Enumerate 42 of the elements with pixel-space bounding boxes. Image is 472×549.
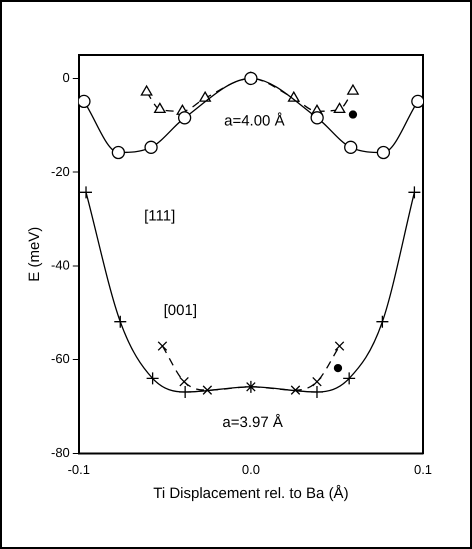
point [178, 111, 192, 124]
point [178, 385, 192, 399]
point [344, 140, 358, 154]
point [114, 315, 127, 328]
point [154, 102, 166, 114]
point [179, 376, 190, 387]
point [408, 186, 422, 199]
x-tick-label: 0.1 [414, 462, 432, 477]
point [158, 341, 168, 351]
y-tick-label: -20 [50, 164, 70, 179]
point [79, 186, 93, 199]
point [112, 146, 126, 160]
y-tick-label: -60 [50, 351, 70, 366]
x-axis-title: Ti Displacement rel. to Ba (Å) [153, 484, 349, 502]
annotation: a=4.00 Å [224, 112, 285, 130]
point [347, 84, 359, 95]
point [290, 385, 300, 396]
point [334, 341, 344, 351]
y-tick-label: -40 [50, 257, 70, 272]
annotation: [111] [144, 207, 176, 224]
y-axis-title: E (meV) [26, 226, 44, 282]
x-tick-label: -0.1 [68, 462, 90, 477]
point [144, 140, 158, 154]
point [78, 94, 91, 108]
point [146, 372, 160, 386]
point [376, 146, 390, 160]
y-tick-label: -80 [50, 444, 70, 460]
point [310, 385, 324, 399]
point [244, 72, 258, 86]
point [334, 364, 342, 372]
point [342, 372, 356, 386]
point [202, 385, 212, 396]
annotation: [001] [164, 302, 198, 319]
point [348, 110, 358, 119]
annotation: a=3.97 Å [222, 412, 283, 431]
point [312, 376, 322, 387]
point [334, 102, 346, 114]
x-tick-label: 0.0 [242, 462, 260, 477]
point [140, 85, 152, 96]
point [376, 315, 390, 328]
point [310, 111, 324, 124]
y-tick-label: 0 [62, 70, 70, 86]
